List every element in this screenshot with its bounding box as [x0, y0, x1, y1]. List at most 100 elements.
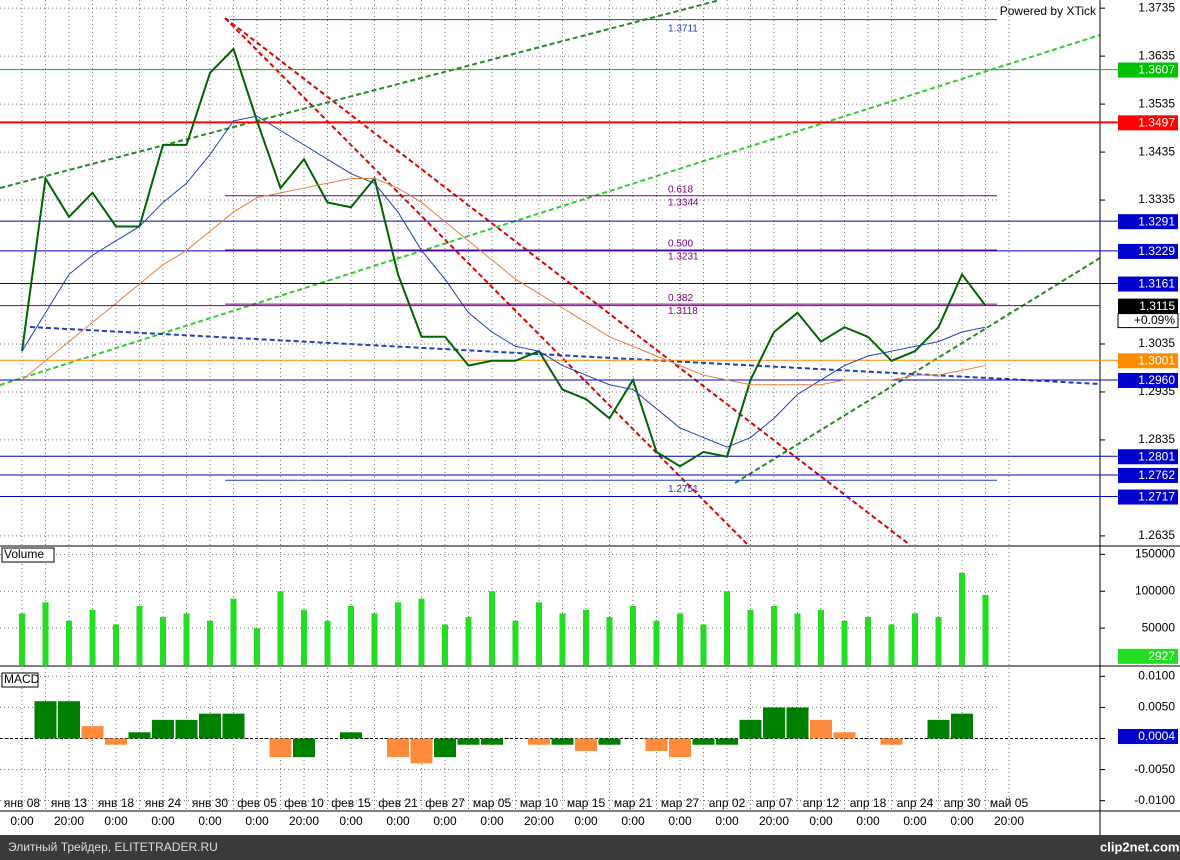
- x-tick-label: янв 13: [51, 796, 88, 810]
- footer-bar: [0, 835, 1180, 860]
- x-tick-label: апр 30: [944, 796, 981, 810]
- time-label: 0:00: [386, 814, 410, 828]
- price-mark-label: 1.3711: [668, 23, 698, 34]
- volume-bar: [230, 598, 237, 665]
- macd-bar: [669, 738, 691, 758]
- price-line: [21, 47, 987, 468]
- price-line: [21, 115, 986, 448]
- macd-bar: [175, 719, 198, 739]
- volume-bar: [677, 613, 683, 665]
- level-box: [1118, 115, 1178, 131]
- volume-bar: [818, 609, 824, 665]
- volume-bar: [888, 624, 895, 665]
- footer-logo: clip2net.com: [1100, 839, 1179, 854]
- level-box: [1118, 467, 1178, 483]
- y-tick-label: 1.2635: [1138, 528, 1175, 542]
- volume-bar: [606, 617, 613, 665]
- macd-bar: [575, 738, 597, 751]
- x-tick-label: фев 27: [425, 796, 465, 810]
- macd-bar: [199, 713, 221, 739]
- time-label: 0:00: [715, 814, 739, 828]
- trend-line: [224, 17, 911, 546]
- macd-bar: [739, 719, 762, 739]
- macd-bar: [951, 713, 973, 739]
- macd-bar: [598, 738, 621, 745]
- volume-bar: [183, 613, 190, 665]
- level-box: [1118, 372, 1178, 388]
- macd-bar: [763, 707, 785, 739]
- volume-bar: [912, 613, 918, 665]
- volume-bar: [865, 617, 871, 665]
- level-box: [1118, 276, 1178, 292]
- volume-bar: [747, 609, 754, 665]
- level-box: [1118, 353, 1178, 369]
- y-tick-label: 1.3535: [1138, 96, 1175, 110]
- change-label: +0.09%: [1134, 313, 1175, 327]
- last-volume-label: 2927: [1148, 649, 1175, 663]
- macd-bar: [692, 738, 715, 745]
- level-label: 1.2960: [1138, 373, 1175, 387]
- time-label: 0:00: [574, 814, 598, 828]
- panel-title: MACD: [4, 672, 40, 686]
- last-macd-box: [1118, 729, 1178, 745]
- macd-bar: [152, 719, 174, 739]
- macd-bar: [410, 738, 433, 764]
- volume-bar: [724, 591, 730, 665]
- fib-value: 1.3231: [668, 252, 699, 263]
- volume-bar: [442, 624, 448, 665]
- x-tick-label: мар 21: [614, 796, 653, 810]
- x-tick-label: апр 02: [709, 796, 746, 810]
- level-label: 1.2801: [1138, 449, 1175, 463]
- x-tick-label: мар 15: [567, 796, 606, 810]
- volume-bar: [371, 613, 378, 665]
- volume-bar: [583, 609, 589, 665]
- time-label: 0:00: [950, 814, 974, 828]
- time-label: 0:00: [198, 814, 222, 828]
- x-tick-label: апр 12: [803, 796, 840, 810]
- level-label: 1.3229: [1138, 244, 1175, 258]
- time-label: 0:00: [903, 814, 927, 828]
- y-tick-label: 1.3735: [1138, 0, 1175, 14]
- macd-bar: [528, 738, 550, 745]
- macd-bar: [457, 738, 480, 745]
- level-label: 1.3497: [1138, 116, 1175, 130]
- volume-bar: [512, 620, 519, 665]
- volume-bar: [536, 602, 542, 665]
- time-label: 0:00: [433, 814, 457, 828]
- x-tick-label: фев 05: [237, 796, 277, 810]
- x-tick-label: мар 10: [520, 796, 559, 810]
- y-tick-label: 1.3435: [1138, 144, 1175, 158]
- x-tick-label: янв 08: [4, 796, 41, 810]
- level-box: [1118, 62, 1178, 78]
- time-label: 20:00: [54, 814, 84, 828]
- macd-bar: [269, 738, 292, 758]
- level-box: [1118, 214, 1178, 230]
- time-label: 20:00: [524, 814, 554, 828]
- fib-value: 1.3344: [668, 197, 699, 208]
- time-label: 0:00: [245, 814, 269, 828]
- level-label: 1.3161: [1138, 277, 1175, 291]
- time-label: 0:00: [668, 814, 692, 828]
- y-tick-label: 0.0050: [1138, 700, 1175, 714]
- volume-bar: [959, 572, 965, 665]
- volume-bar: [559, 613, 566, 665]
- y-tick-label: -0.0100: [1134, 793, 1175, 807]
- fib-ratio: 0.500: [668, 239, 693, 250]
- time-label: 0:00: [339, 814, 363, 828]
- volume-bar: [160, 617, 166, 665]
- macd-bar: [128, 732, 151, 739]
- trend-line: [29, 326, 1101, 385]
- last-volume-box: [1118, 648, 1178, 664]
- time-label: 20:00: [759, 814, 789, 828]
- price-mark-label: 1.2751: [668, 484, 699, 495]
- macd-bar: [481, 738, 503, 745]
- x-tick-label: фев 10: [284, 796, 324, 810]
- volume-bar: [395, 602, 401, 665]
- x-tick-label: мар 05: [473, 796, 512, 810]
- x-tick-label: фев 15: [331, 796, 371, 810]
- volume-bar: [935, 617, 942, 665]
- level-label: 1.2762: [1138, 468, 1175, 482]
- y-tick-label: 1.3635: [1138, 48, 1175, 62]
- trend-lines: [0, 0, 1101, 546]
- macd-bar: [222, 713, 245, 739]
